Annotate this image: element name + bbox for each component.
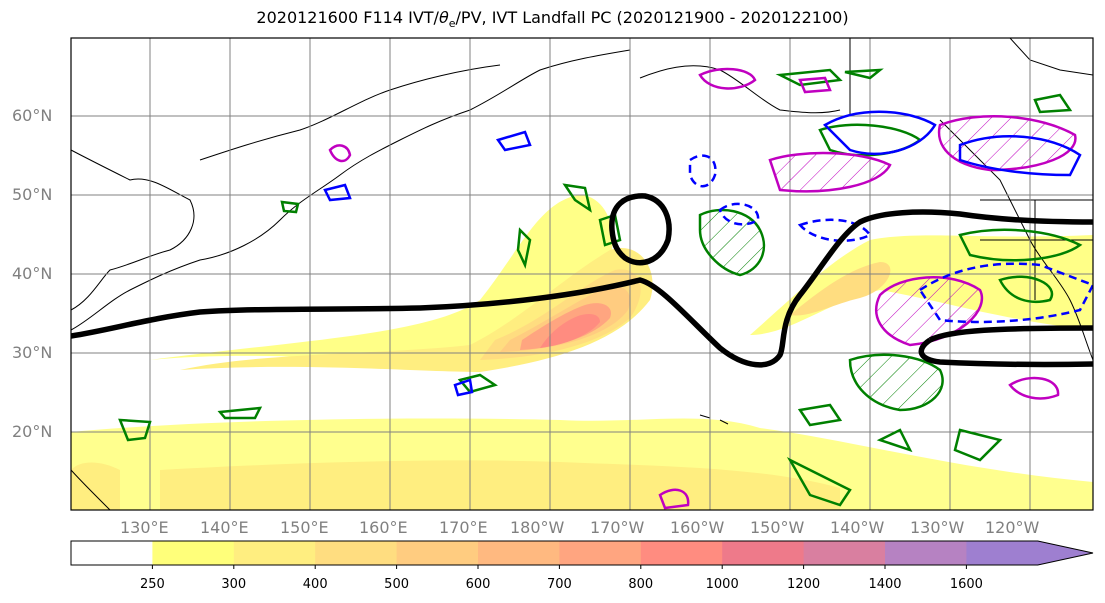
colorbar-tick-label: 600	[465, 577, 491, 592]
colorbar-tick-label: 500	[384, 577, 410, 592]
lon-label-150e: 150°E	[280, 518, 329, 537]
lon-label-140e: 140°E	[200, 518, 249, 537]
lon-label-180w: 180°W	[510, 518, 565, 537]
lon-label-150w: 150°W	[750, 518, 805, 537]
lat-label-60n: 60°N	[12, 106, 53, 125]
colorbar-segment	[396, 541, 479, 565]
lon-label-170w: 170°W	[590, 518, 645, 537]
colorbar-tick-label: 250	[139, 577, 165, 592]
colorbar	[70, 540, 1094, 569]
pv-magenta-contours	[328, 67, 1077, 510]
lon-label-130w: 130°W	[910, 518, 965, 537]
pv-blue-dashed-contours	[688, 154, 1093, 324]
colorbar-tick-label: 1200	[787, 577, 821, 592]
ivt-shading	[71, 195, 1093, 510]
colorbar-segment	[640, 541, 723, 565]
colorbar-tick-label: 700	[546, 577, 572, 592]
lon-label-160e: 160°E	[359, 518, 408, 537]
colorbar-tick-label: 800	[628, 577, 654, 592]
lon-label-120w: 120°W	[985, 518, 1040, 537]
colorbar-segment	[152, 541, 235, 565]
colorbar-segment	[71, 541, 153, 565]
lon-label-170e: 170°E	[439, 518, 488, 537]
colorbar-segment	[559, 541, 642, 565]
colorbar-tick-label: 1000	[705, 577, 739, 592]
grid-lines	[71, 38, 1093, 510]
colorbar-segment	[315, 541, 398, 565]
lon-label-130e: 130°E	[120, 518, 169, 537]
colorbar-tick-label: 400	[302, 577, 328, 592]
lat-label-40n: 40°N	[12, 264, 53, 283]
map-plot-area	[71, 38, 1093, 510]
colorbar-tick-label: 1400	[868, 577, 902, 592]
colorbar-segment	[966, 541, 1092, 565]
theta-e-contours	[118, 68, 1083, 507]
plot-frame	[70, 37, 1094, 511]
map-title: 2020121600 F114 IVT/θe/PV, IVT Landfall …	[256, 8, 849, 31]
colorbar-tick-label: 1600	[949, 577, 983, 592]
lat-label-50n: 50°N	[12, 185, 53, 204]
ivt-landfall-contours	[71, 193, 1093, 368]
colorbar-segment	[722, 541, 805, 565]
colorbar-tick-label: 300	[221, 577, 247, 592]
lat-label-20n: 20°N	[12, 422, 53, 441]
colorbar-segment	[478, 541, 560, 565]
lon-label-160w: 160°W	[670, 518, 725, 537]
colorbar-segment	[803, 541, 886, 565]
colorbar-segment	[233, 541, 316, 565]
pv-blue-contours	[323, 110, 1082, 397]
colorbar-outline	[70, 540, 1094, 566]
lon-label-140w: 140°W	[830, 518, 885, 537]
lat-label-30n: 30°N	[12, 343, 53, 362]
colorbar-segment	[885, 541, 967, 565]
